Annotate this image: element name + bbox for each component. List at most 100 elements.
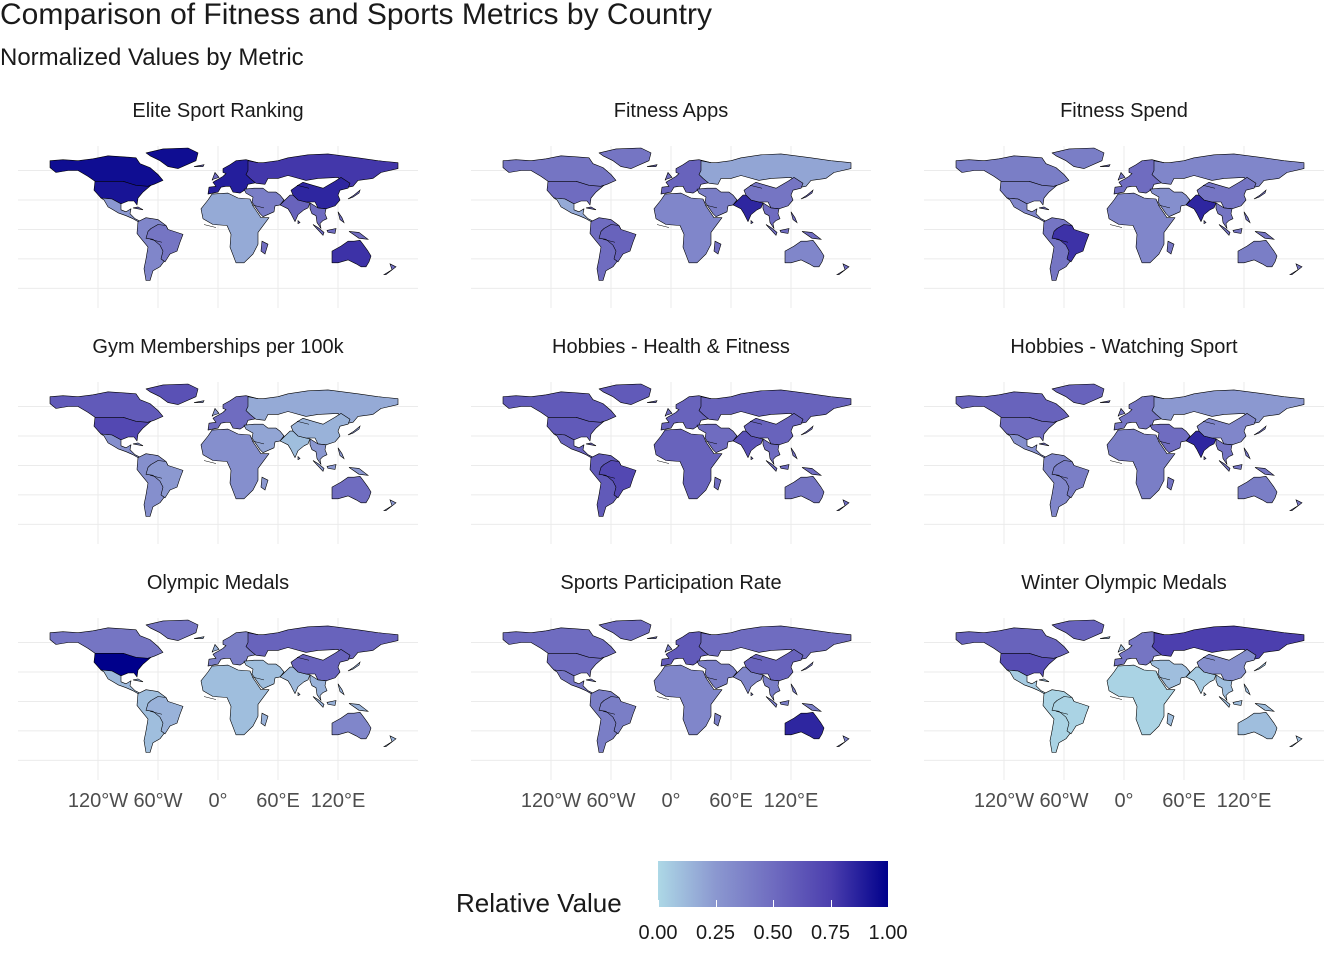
region-island xyxy=(800,661,814,672)
region-australia xyxy=(784,240,825,268)
region-africa xyxy=(653,664,723,736)
longitude-tick-label: 120°E xyxy=(763,790,819,812)
region-northamerica xyxy=(955,155,1070,187)
region-island xyxy=(1253,661,1267,672)
region-africa xyxy=(1106,192,1176,264)
border-line xyxy=(149,475,163,479)
region-island xyxy=(1117,643,1126,653)
world-map xyxy=(924,382,1324,544)
border-line xyxy=(656,696,670,700)
border-line xyxy=(1055,711,1069,715)
longitude-axis-labels: 120°W 60°W 0° 60°E 120°E xyxy=(924,790,1324,818)
region-africa xyxy=(1106,428,1176,500)
region-island xyxy=(1288,263,1303,275)
region-island xyxy=(132,442,144,447)
region-island xyxy=(211,171,220,181)
legend-tick-label: 0.75 xyxy=(811,922,850,944)
region-island xyxy=(132,206,144,211)
map-panel xyxy=(18,146,418,308)
region-brazil xyxy=(598,696,637,735)
region-island xyxy=(1038,678,1050,683)
world-map xyxy=(924,618,1324,780)
region-island xyxy=(1232,700,1243,706)
region-island xyxy=(1203,691,1207,697)
region-island xyxy=(326,464,337,470)
region-island xyxy=(1232,464,1243,470)
region-brazil xyxy=(1051,224,1090,263)
region-island xyxy=(1166,712,1175,727)
region-island xyxy=(382,263,397,275)
region-island xyxy=(765,696,778,708)
region-island xyxy=(312,696,325,708)
border-line xyxy=(1202,421,1216,425)
panel-title: Fitness Apps xyxy=(613,100,729,122)
border-line xyxy=(1202,657,1216,661)
world-map xyxy=(18,146,418,308)
legend-tick-mark xyxy=(773,900,774,907)
region-middleeast xyxy=(1149,423,1191,453)
region-middleeast xyxy=(1149,659,1191,689)
border-line xyxy=(1157,676,1171,681)
region-australia xyxy=(331,240,372,268)
region-island xyxy=(337,447,345,460)
region-island xyxy=(337,683,345,696)
region-russia xyxy=(1151,389,1305,424)
region-island xyxy=(297,691,301,697)
region-northamerica xyxy=(955,627,1070,659)
legend-tick-label: 0.00 xyxy=(638,922,678,944)
region-india xyxy=(1185,666,1217,694)
border-line xyxy=(749,185,763,189)
legend-tick-mark xyxy=(888,900,889,907)
region-africa xyxy=(200,664,270,736)
longitude-tick-label: 60°W xyxy=(586,790,636,812)
longitude-tick-label: 60°E xyxy=(1162,790,1206,812)
panel-title: Fitness Spend xyxy=(1060,100,1188,122)
region-island xyxy=(1254,231,1276,240)
region-island xyxy=(800,425,814,436)
region-northamerica xyxy=(49,627,164,659)
region-greenland xyxy=(1051,147,1105,169)
border-line xyxy=(602,475,616,479)
region-china xyxy=(290,413,351,446)
map-panel xyxy=(18,382,418,544)
region-china xyxy=(1196,649,1257,682)
region-island xyxy=(750,691,754,697)
legend-tick-mark xyxy=(658,900,659,907)
region-island xyxy=(348,703,370,712)
panel-title: Winter Olympic Medals xyxy=(1021,572,1227,594)
border-line xyxy=(602,239,616,243)
border-line xyxy=(251,440,265,445)
border-line xyxy=(1109,224,1123,228)
region-island xyxy=(790,211,798,224)
map-panel xyxy=(471,618,871,780)
longitude-tick-label: 120°W xyxy=(973,790,1035,812)
region-india xyxy=(279,430,311,458)
region-island xyxy=(1288,735,1303,747)
legend-tick-label: 1.00 xyxy=(868,922,908,944)
region-island xyxy=(713,476,722,491)
region-australia xyxy=(1237,240,1278,268)
region-island xyxy=(646,164,658,167)
page-title: Comparison of Fitness and Sports Metrics… xyxy=(0,0,712,31)
region-greenland xyxy=(598,147,652,169)
region-middleeast xyxy=(243,659,285,689)
border-line xyxy=(1202,185,1216,189)
map-panel xyxy=(471,146,871,308)
region-island xyxy=(1038,442,1050,447)
region-island xyxy=(585,678,597,683)
region-island xyxy=(1117,171,1126,181)
legend-tick-label: 0.25 xyxy=(696,922,735,944)
region-island xyxy=(382,499,397,511)
region-africa xyxy=(200,192,270,264)
region-africa xyxy=(200,428,270,500)
legend-tick-mark xyxy=(830,900,832,907)
region-russia xyxy=(1151,625,1305,660)
longitude-tick-label: 120°E xyxy=(310,790,366,812)
panel-title: Elite Sport Ranking xyxy=(132,100,304,122)
region-island xyxy=(1218,224,1231,236)
region-greenland xyxy=(145,147,199,169)
region-island xyxy=(193,164,205,167)
region-island xyxy=(1117,407,1126,417)
region-island xyxy=(211,407,220,417)
longitude-tick-label: 60°W xyxy=(1039,790,1089,812)
